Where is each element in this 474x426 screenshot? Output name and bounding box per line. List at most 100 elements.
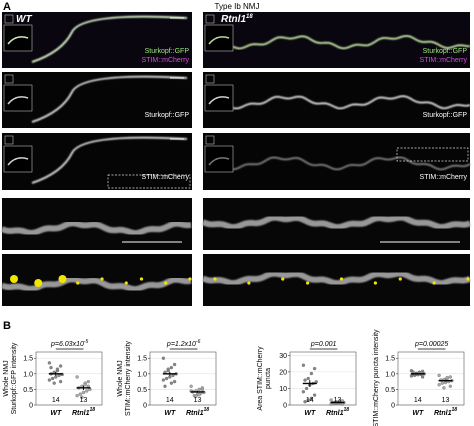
data-point	[169, 365, 174, 370]
data-point	[312, 366, 317, 371]
channel-label: STIM::mCherry	[142, 57, 190, 64]
p-value-text: p=1.2x10	[166, 341, 196, 348]
inset-detail	[7, 157, 29, 166]
p-value: p=0.001	[310, 341, 337, 348]
y-axis-label: Whole NMJ	[117, 360, 124, 396]
data-point	[169, 381, 174, 385]
puncta	[164, 281, 168, 285]
inset-marker	[4, 14, 14, 24]
y-tick-label: 0.5	[137, 387, 147, 394]
data-point	[301, 363, 306, 367]
y-axis-label: STIM::mCherry intensity	[125, 340, 132, 416]
sample-size: 13	[334, 397, 342, 404]
p-value: p=6.03x10-5	[50, 339, 89, 348]
y-tick-label: 1.0	[137, 371, 147, 378]
panel-title: Type Ib NMJ	[215, 2, 260, 11]
sample-size: 13	[194, 397, 202, 404]
inset-marker	[205, 135, 215, 145]
micrograph	[2, 12, 192, 68]
group-label: WT	[412, 410, 424, 417]
data-point	[49, 365, 53, 370]
group-label-superscript: 18	[89, 407, 95, 413]
data-point	[50, 376, 55, 381]
y-tick-label: 1.5	[137, 356, 147, 363]
genotype-label-superscript: 18	[246, 14, 253, 20]
sample-size: 14	[52, 397, 60, 404]
inset-detail	[7, 96, 29, 105]
data-point	[83, 383, 87, 387]
data-point	[47, 361, 52, 365]
group-label-base: WT	[304, 410, 316, 417]
data-point	[448, 375, 452, 379]
neurite	[31, 136, 188, 184]
data-point	[164, 376, 169, 381]
sample-size: 14	[306, 397, 314, 404]
puncta	[373, 281, 377, 285]
puncta	[398, 277, 402, 281]
data-point	[437, 383, 441, 387]
group-label-base: WT	[412, 410, 424, 417]
neurite	[31, 15, 188, 63]
group-label-base: Rtnl1	[186, 410, 204, 417]
data-point	[440, 381, 444, 385]
puncta	[306, 281, 310, 285]
dot-plot: 0 0.5 1.0 1.5 STIM::mCherry puncta intensity…	[373, 329, 465, 426]
data-point	[161, 378, 166, 382]
data-point	[303, 400, 307, 404]
p-value-text: p=0.00025	[414, 341, 448, 348]
zoom-neurite	[201, 214, 471, 231]
data-point	[55, 367, 60, 371]
puncta	[10, 275, 18, 283]
y-tick-label: 0	[29, 403, 33, 410]
y-tick-label: 0.5	[385, 387, 395, 394]
group-label-superscript: 18	[203, 407, 209, 413]
plot-frame	[397, 351, 465, 406]
y-axis-label: puncta	[265, 368, 272, 389]
data-point	[303, 378, 307, 382]
genotype-label-base: WT	[16, 14, 32, 25]
puncta	[58, 275, 67, 283]
data-point	[189, 384, 193, 388]
p-value-exponent: -5	[84, 339, 89, 345]
data-point	[301, 390, 306, 394]
y-tick-label: 1.5	[23, 356, 33, 363]
data-point	[172, 379, 177, 384]
data-point	[437, 373, 441, 378]
data-point	[442, 386, 446, 390]
data-point	[448, 384, 452, 388]
data-point	[58, 364, 63, 368]
data-point	[86, 379, 90, 384]
puncta	[76, 281, 80, 285]
channel-label: Sturkopf::GFP	[145, 48, 190, 55]
y-tick-label: 1.5	[385, 356, 395, 363]
neurite	[31, 75, 188, 123]
puncta	[466, 277, 470, 281]
data-point	[75, 393, 79, 398]
micrograph	[203, 72, 470, 128]
group-label-base: Rtnl1	[72, 410, 90, 417]
y-tick-label: 1.0	[385, 371, 395, 378]
channel-label: STIM::mCherry	[420, 57, 468, 64]
inset-marker	[4, 135, 14, 145]
group-label-superscript: 18	[343, 407, 349, 413]
puncta	[100, 277, 104, 281]
group-label-base: Rtnl1	[434, 410, 452, 417]
data-point	[168, 375, 172, 379]
image-grid: Sturkopf::GFPSTIM::mCherrySturkopf::GFPS…	[0, 12, 472, 306]
p-value-text: p=6.03x10	[50, 341, 84, 348]
group-label-base: WT	[164, 410, 176, 417]
sample-size: 14	[166, 397, 174, 404]
puncta	[432, 281, 436, 285]
channel-label: STIM::mCherry	[420, 174, 468, 181]
data-point	[52, 381, 56, 385]
group-label: Rtnl118	[434, 407, 457, 417]
data-point	[197, 387, 201, 392]
inset-detail	[7, 36, 29, 45]
p-value: p=0.00025	[414, 341, 448, 348]
data-point	[194, 394, 198, 398]
y-tick-label: 0	[391, 403, 395, 410]
y-tick-label: 30	[279, 353, 287, 360]
puncta	[213, 277, 217, 281]
